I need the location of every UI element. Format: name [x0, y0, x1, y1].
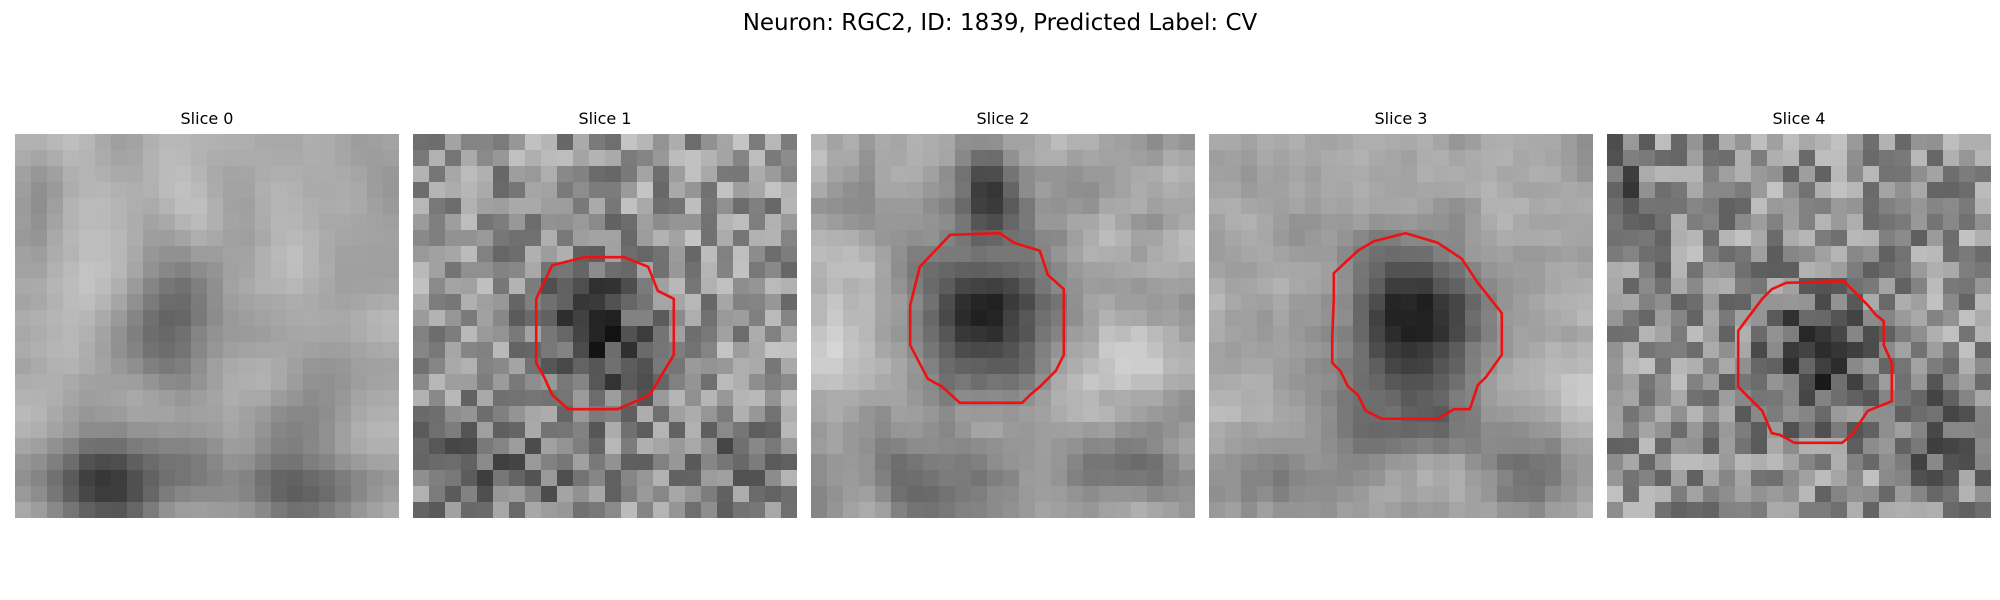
roi-contour: [1736, 279, 1894, 445]
slice-panel-0: Slice 0: [15, 108, 399, 518]
figure-title: Neuron: RGC2, ID: 1839, Predicted Label:…: [742, 10, 1258, 36]
slice-title-1: Slice 1: [578, 109, 632, 128]
slice-image-1: [413, 134, 797, 518]
slice-title-3: Slice 3: [1374, 109, 1428, 128]
slice-image-2: [811, 134, 1195, 518]
slice-image-3: [1209, 134, 1593, 518]
slice-panel-2: Slice 2: [811, 108, 1195, 518]
slice-title-4: Slice 4: [1772, 109, 1826, 128]
slice-image-4: [1607, 134, 1991, 518]
roi-contour: [534, 255, 676, 411]
slice-image-0: [15, 134, 399, 518]
roi-contour: [908, 231, 1066, 405]
slice-panel-3: Slice 3: [1209, 108, 1593, 518]
slice-panel-4: Slice 4: [1607, 108, 1991, 518]
slice-panel-1: Slice 1: [413, 108, 797, 518]
roi-contour: [1330, 231, 1504, 421]
slice-title-2: Slice 2: [976, 109, 1030, 128]
slice-title-0: Slice 0: [180, 109, 234, 128]
